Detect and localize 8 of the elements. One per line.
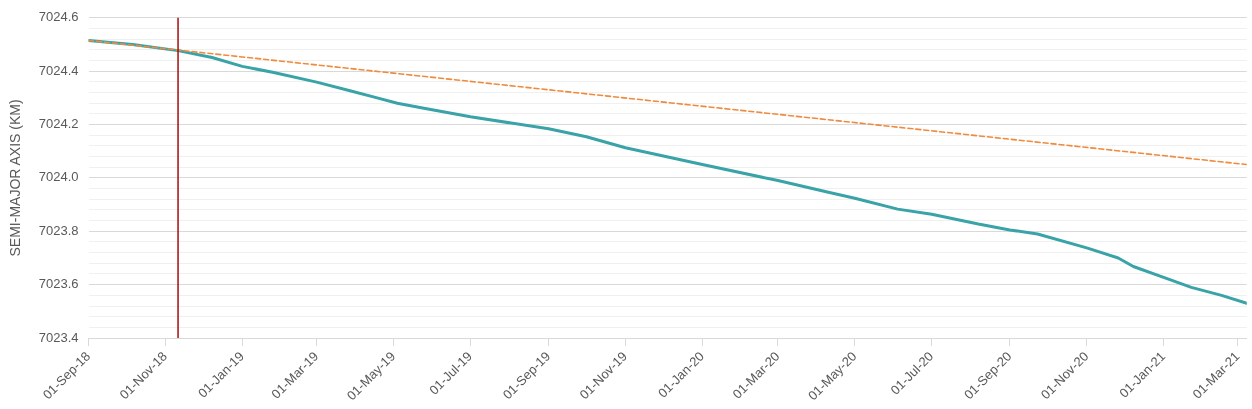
y-tick-label: 7023.6: [38, 276, 79, 292]
y-tick-label: 7023.4: [38, 329, 79, 345]
y-tick-label: 7024.6: [38, 9, 79, 25]
y-tick-label: 7023.8: [38, 222, 79, 238]
y-axis-title: SEMI-MAJOR AXIS (KM): [7, 99, 24, 257]
y-tick-label: 7024.0: [38, 169, 79, 185]
y-tick-label: 7024.4: [38, 62, 79, 78]
y-tick-label: 7024.2: [38, 116, 79, 132]
